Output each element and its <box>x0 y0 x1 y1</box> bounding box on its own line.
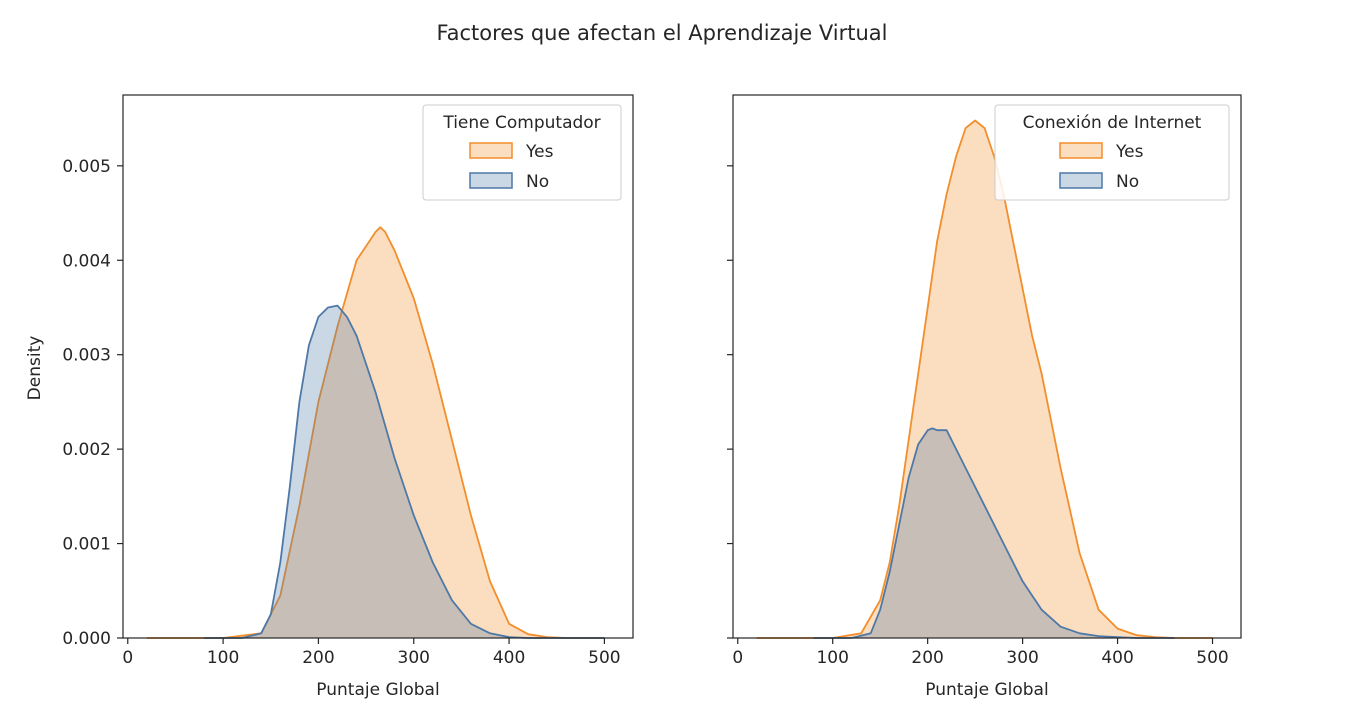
legend-label-yes: Yes <box>1115 142 1144 162</box>
legend-title: Tiene Computador <box>442 113 600 133</box>
legend-label-no: No <box>526 172 549 192</box>
x-tick-label: 400 <box>493 648 525 668</box>
series-fill-no <box>813 428 1175 638</box>
legend-swatch-no <box>1059 172 1103 189</box>
y-axis-label: Density <box>25 336 45 401</box>
x-tick-label: 500 <box>1196 648 1228 668</box>
series-line-yes <box>146 226 605 639</box>
series-line-no <box>813 427 1175 639</box>
x-tick-label: 100 <box>207 648 239 668</box>
x-tick-label: 100 <box>816 648 848 668</box>
series-fill-no <box>204 305 605 638</box>
legend-swatch-yes <box>469 142 513 159</box>
axes-frame <box>732 94 1242 639</box>
legend-label-yes: Yes <box>525 142 554 162</box>
y-tick-label: 0.002 <box>62 440 111 460</box>
right-panel: 0 100 200 300 400 500 Puntaje Global Conexión d… <box>727 94 1242 700</box>
y-tick-label: 0.000 <box>62 629 111 649</box>
y-tick-label: 0.004 <box>62 251 111 271</box>
legend-swatch-no <box>469 172 513 189</box>
y-tick-label: 0.001 <box>62 535 111 555</box>
legend-swatch-yes <box>1059 142 1103 159</box>
x-tick-label: 200 <box>911 648 943 668</box>
left-panel: 0 100 200 300 400 500 Puntaje Global 0.000 0.001… <box>62 94 634 700</box>
legend: Tiene Computador Yes No <box>422 104 622 201</box>
x-tick-label: 500 <box>588 648 620 668</box>
axes-frame <box>122 94 634 639</box>
series-fill-yes <box>146 227 605 638</box>
x-tick-label: 300 <box>398 648 430 668</box>
series-fill-yes <box>756 120 1213 638</box>
legend-label-no: No <box>1116 172 1139 192</box>
figure-title: Factores que afectan el Aprendizaje Virt… <box>436 21 887 45</box>
y-tick-label: 0.005 <box>62 157 111 177</box>
x-tick-label: 0 <box>732 648 743 668</box>
legend-box <box>994 104 1230 201</box>
legend-box <box>422 104 622 201</box>
legend: Conexión de Internet Yes No <box>994 104 1230 201</box>
x-tick-label: 400 <box>1101 648 1133 668</box>
x-axis-label: Puntaje Global <box>316 680 439 700</box>
x-axis-label: Puntaje Global <box>925 680 1048 700</box>
series-line-yes <box>756 119 1213 639</box>
legend-title: Conexión de Internet <box>1023 113 1202 133</box>
x-tick-label: 300 <box>1006 648 1038 668</box>
x-tick-label: 0 <box>122 648 133 668</box>
y-tick-label: 0.003 <box>62 346 111 366</box>
x-tick-label: 200 <box>302 648 334 668</box>
